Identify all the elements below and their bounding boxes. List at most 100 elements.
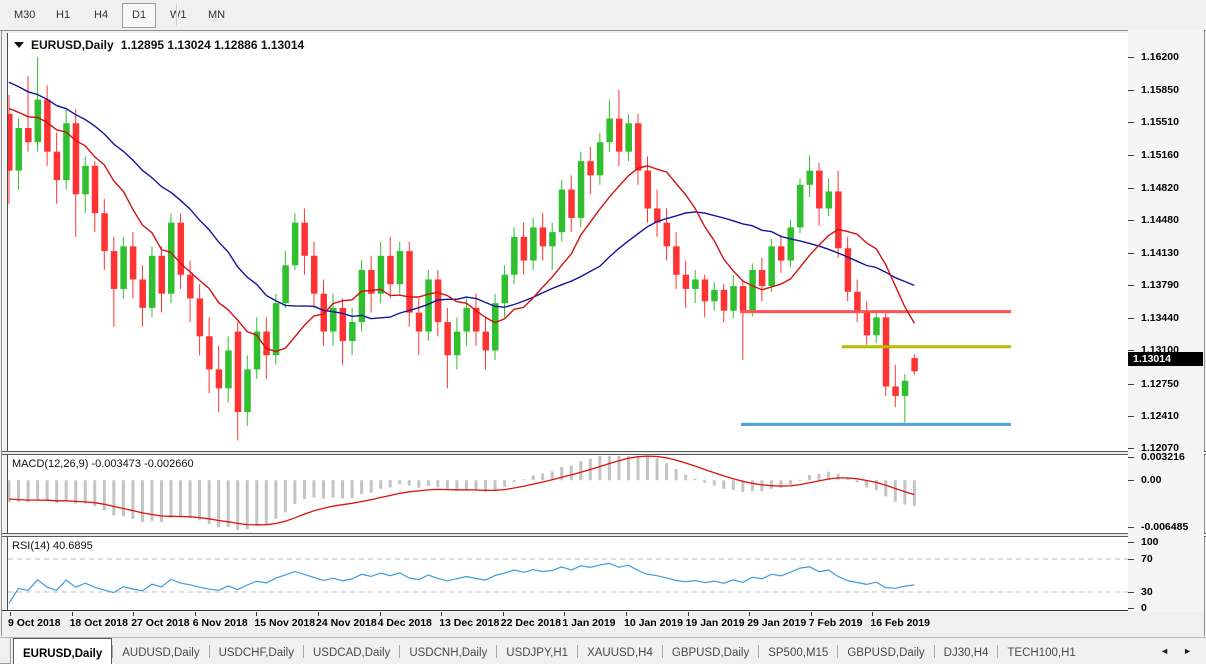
price-axis-label: 1.12070 — [1141, 442, 1179, 454]
macd-pane[interactable] — [7, 455, 1129, 533]
date-tick — [256, 612, 258, 616]
pane-splitter[interactable] — [2, 533, 1206, 537]
rsi-axis-label: 70 — [1141, 553, 1153, 565]
tab-separator — [933, 644, 935, 658]
toolbar-separator — [176, 4, 178, 25]
chart-tab-bar: EURUSD,Daily AUDUSD,Daily USDCHF,Daily USDC… — [0, 637, 1206, 664]
date-tick — [626, 612, 627, 616]
tab-audusd-daily[interactable]: AUDUSD,Daily — [122, 647, 200, 659]
tab-sp500-m15[interactable]: SP500,M15 — [768, 647, 829, 659]
date-tick — [687, 612, 689, 616]
chart-bottom-axis-line — [2, 610, 1204, 611]
price-chart-pane[interactable] — [7, 33, 1129, 451]
timeframe-button-mn[interactable]: MN — [208, 9, 226, 21]
price-axis-label: 1.15510 — [1141, 116, 1179, 129]
tab-separator — [997, 644, 999, 658]
price-axis-label-tick — [1128, 122, 1134, 124]
price-axis-label: 1.13790 — [1141, 279, 1179, 292]
macd-axis-label-tick — [1128, 527, 1134, 528]
date-tick — [872, 612, 874, 616]
date-tick — [71, 612, 73, 616]
macd-histogram — [8, 456, 916, 531]
tab-separator — [577, 644, 579, 658]
tab-bar-stub — [0, 638, 11, 664]
price-axis-label-tick — [1128, 285, 1134, 287]
price-axis-label: 1.13440 — [1141, 312, 1179, 325]
price-axis-label-tick — [1128, 155, 1134, 157]
tab-gbpusd-daily[interactable]: GBPUSD,Daily — [847, 647, 925, 659]
date-axis-label: 10 Jan 2019 — [624, 617, 683, 629]
price-axis-label: 1.14480 — [1141, 213, 1179, 226]
tab-dj30-h4[interactable]: DJ30,H4 — [943, 647, 989, 659]
date-tick — [810, 612, 812, 616]
date-tick — [318, 612, 319, 616]
tab-gbpusd-daily[interactable]: GBPUSD,Daily — [671, 647, 750, 659]
price-axis-label-tick — [1128, 318, 1134, 320]
macd-axis-label-tick — [1128, 457, 1134, 458]
date-axis-label: 18 Oct 2018 — [69, 617, 128, 629]
macd-canvas[interactable] — [8, 455, 1129, 533]
tab-usdcad-daily[interactable]: USDCAD,Daily — [312, 647, 391, 659]
tab-usdcnh-daily[interactable]: USDCNH,Daily — [409, 647, 488, 659]
tab-separator — [302, 644, 304, 658]
chart-title: EURUSD,Daily 1.12895 1.13024 1.12886 1.1… — [14, 38, 304, 52]
chart-quote-values: 1.12895 1.13024 1.12886 1.13014 — [120, 38, 305, 52]
window-left-border — [1, 31, 2, 636]
timeframe-button-w1[interactable]: W1 — [170, 9, 187, 21]
price-axis-label: 1.14130 — [1141, 246, 1179, 259]
tab-separator — [112, 644, 114, 658]
macd-indicator-label: MACD(12,26,9) -0.003473 -0.002660 — [12, 458, 194, 470]
date-axis-label: 16 Feb 2019 — [870, 617, 930, 629]
date-tick — [564, 612, 566, 616]
tab-scroll-right-button[interactable]: ► — [1183, 646, 1192, 656]
tab-eurusd-daily[interactable]: EURUSD,Daily — [13, 638, 113, 664]
chart-symbol-label: EURUSD,Daily — [31, 38, 114, 52]
macd-signal-line — [8, 455, 915, 526]
timeframe-toolbar: M30 H1 H4 D1 W1 MN — [0, 0, 1206, 30]
current-price-tag: 1.13014 — [1128, 351, 1203, 366]
right-axis-column: 1.16200 1.15850 1.15510 1.15160 1.14820 1.144… — [1128, 30, 1204, 614]
tab-scroll-arrows: ◄ ► — [1160, 638, 1206, 664]
date-axis-label: 6 Nov 2018 — [192, 617, 248, 629]
price-axis-label-tick — [1128, 383, 1134, 385]
rsi-axis-label: 100 — [1141, 536, 1159, 548]
date-tick — [441, 612, 443, 616]
rsi-axis-label: 0 — [1141, 602, 1147, 614]
date-axis-label: 27 Oct 2018 — [131, 617, 190, 629]
date-axis-label: 15 Nov 2018 — [254, 617, 316, 629]
candles-group — [8, 57, 918, 441]
macd-axis-label-tick — [1128, 480, 1134, 482]
tab-separator — [837, 644, 839, 658]
date-axis-label: 13 Dec 2018 — [439, 617, 500, 629]
timeframe-button-h1[interactable]: H1 — [56, 9, 71, 21]
price-axis-label-tick — [1128, 415, 1134, 417]
price-axis-label: 1.12410 — [1141, 409, 1179, 422]
date-axis-label: 1 Jan 2019 — [562, 617, 616, 629]
pane-splitter[interactable] — [2, 451, 1206, 455]
tab-separator — [496, 644, 498, 658]
window-right-border — [1204, 31, 1205, 636]
tab-xauusd-h4[interactable]: XAUUSD,H4 — [587, 647, 653, 659]
tab-tech100-h1[interactable]: TECH100,H1 — [1007, 647, 1076, 659]
rsi-indicator-label: RSI(14) 40.6895 — [12, 540, 93, 552]
price-chart-canvas[interactable] — [8, 33, 1129, 451]
tab-usdchf-daily[interactable]: USDCHF,Daily — [218, 647, 294, 659]
date-axis-label: 22 Dec 2018 — [500, 617, 561, 629]
tab-scroll-left-button[interactable]: ◄ — [1160, 646, 1170, 656]
rsi-canvas[interactable] — [8, 537, 1129, 610]
rsi-axis-label-tick — [1128, 559, 1134, 560]
chart-dropdown-arrow-icon[interactable] — [14, 42, 24, 48]
date-axis-label: 19 Jan 2019 — [685, 617, 745, 629]
price-axis-label: 1.12750 — [1141, 377, 1179, 390]
date-axis-label: 7 Feb 2019 — [808, 617, 863, 629]
timeframe-button-d1[interactable]: D1 — [122, 3, 157, 28]
date-axis-label: 9 Oct 2018 — [8, 617, 61, 629]
rsi-pane[interactable] — [7, 537, 1129, 610]
timeframe-button-m30[interactable]: M30 — [14, 9, 36, 21]
timeframe-button-h4[interactable]: H4 — [94, 9, 109, 21]
tab-separator — [208, 644, 210, 658]
price-axis-label-tick — [1128, 350, 1134, 352]
tab-separator — [399, 644, 401, 658]
tab-usdjpy-h1[interactable]: USDJPY,H1 — [506, 647, 569, 659]
price-axis-label: 1.16200 — [1141, 51, 1179, 63]
